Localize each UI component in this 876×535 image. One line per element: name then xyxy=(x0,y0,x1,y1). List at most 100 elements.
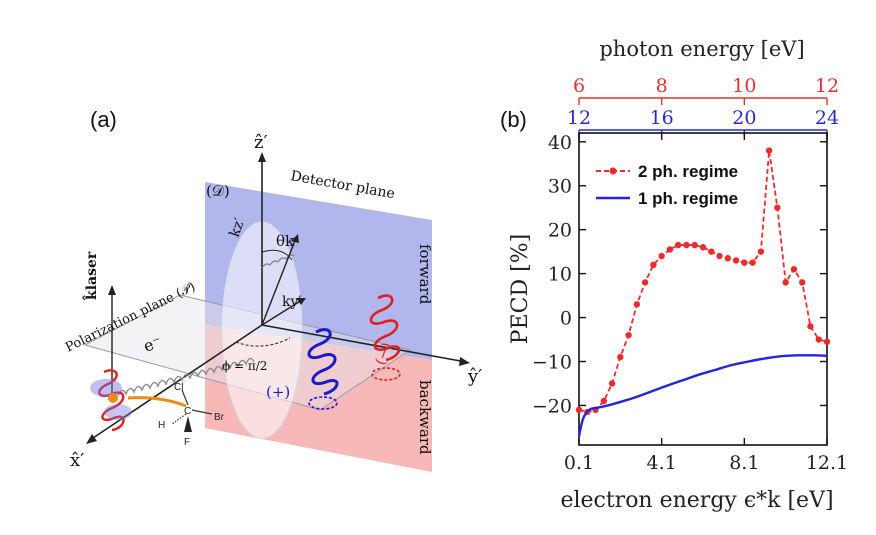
series-2ph-point xyxy=(699,244,707,251)
x-axis-title: electron energy ϵ*k [eV] xyxy=(560,488,833,513)
top-red-tick-label: 10 xyxy=(732,75,756,97)
top-blue-tick-label: 20 xyxy=(732,107,756,129)
x-axis-label: x̂′ xyxy=(70,450,84,471)
atom-f-label: F xyxy=(184,437,190,448)
series-2ph-point xyxy=(765,147,773,154)
series-2ph-point xyxy=(691,241,698,249)
x-tick-label: 12.1 xyxy=(806,452,848,474)
detector-tag: (𝒟) xyxy=(206,182,230,200)
y-axis-title: PECD [%] xyxy=(508,234,533,344)
series-2ph-point xyxy=(732,257,740,264)
series-2ph-point xyxy=(608,380,616,387)
ky-label: ky′ xyxy=(282,294,302,310)
z-axis-arrow xyxy=(258,152,266,162)
y-tick-label: 0 xyxy=(560,308,572,330)
bond-c-br xyxy=(191,409,213,415)
series-2ph-point xyxy=(774,204,781,211)
blue-blob-left xyxy=(90,379,122,397)
series-2ph-point xyxy=(683,241,690,249)
orange-atom xyxy=(108,393,118,403)
series-2ph-point xyxy=(807,323,814,330)
top-red-tick-label: 8 xyxy=(656,75,668,97)
series-2ph-point xyxy=(650,261,657,269)
panel-a-diagram: (a) ẑ′ x̂′ ŷ′ (𝒟) Detector plane forward… xyxy=(63,107,482,472)
y-tick-label: 40 xyxy=(548,132,572,154)
y-tick-label: 20 xyxy=(548,220,572,242)
red-helix-left xyxy=(98,369,125,432)
y-tick-label: −20 xyxy=(532,395,572,417)
series-2ph-point xyxy=(633,301,641,308)
bond-c-f xyxy=(184,416,192,432)
y-axis-line xyxy=(261,324,467,363)
series-2ph-point xyxy=(658,252,665,260)
y-tick-label: 30 xyxy=(548,176,572,198)
plus-label: (+) xyxy=(266,383,290,401)
series-layer xyxy=(575,147,831,437)
top-blue-tick-label: 12 xyxy=(567,107,591,129)
legend-text-2ph: 2 ph. regime xyxy=(638,162,738,181)
theta-label: θk xyxy=(276,232,295,250)
blue-blob-left-2 xyxy=(104,404,132,420)
top-red-tick-label: 6 xyxy=(573,75,585,97)
y-tick-label: −10 xyxy=(532,352,572,374)
series-2ph-point xyxy=(823,338,831,345)
series-2ph-point xyxy=(625,331,632,339)
series-2ph-point xyxy=(716,252,723,260)
bond-c-cl xyxy=(181,389,189,406)
electron-label: e⁻ xyxy=(141,332,164,356)
ky-vector-arrow xyxy=(296,298,306,305)
top-red-tick-label: 12 xyxy=(815,75,839,97)
atom-h-label: H xyxy=(158,420,165,431)
series-2ph-point xyxy=(641,279,649,286)
x-tick-label: 8.1 xyxy=(729,452,759,474)
atom-c-label: C xyxy=(184,406,191,417)
phi-arc xyxy=(235,337,291,347)
laser-axis-arrow xyxy=(108,285,116,295)
legend-marker-2ph xyxy=(609,167,617,175)
z-axis-label: ẑ′ xyxy=(254,132,268,153)
x-ticks: 0.1 4.1 8.1 12.1 xyxy=(564,133,848,474)
panel-b-label: (b) xyxy=(500,107,527,132)
minus-label: (−) xyxy=(373,341,396,368)
series-2ph-point xyxy=(724,255,731,262)
series-2ph-point xyxy=(799,279,806,286)
series-2ph-point xyxy=(815,336,822,343)
top-blue-tick-label: 16 xyxy=(650,107,674,129)
phi-label: ϕ = π/2 xyxy=(222,359,267,373)
series-2ph-point xyxy=(675,241,682,249)
plot-frame xyxy=(578,132,828,446)
series-2ph-point xyxy=(782,279,789,286)
series-2ph-point xyxy=(617,353,624,361)
ky-vector xyxy=(261,299,303,326)
x-tick-label: 0.1 xyxy=(564,452,594,474)
legend-text-1ph: 1 ph. regime xyxy=(638,189,738,208)
blue-dashed-ring xyxy=(308,396,338,410)
legend: 2 ph. regime 1 ph. regime xyxy=(596,162,738,208)
orange-arrow xyxy=(127,396,187,408)
blue-helix xyxy=(307,328,339,396)
kz-label: kz′ xyxy=(227,216,249,239)
series-2ph-point xyxy=(600,397,607,405)
k-vector-arrow xyxy=(291,234,299,243)
series-2ph-point xyxy=(790,266,798,273)
series-2ph-point xyxy=(757,248,765,255)
red-dashed-ring xyxy=(371,367,401,381)
k-vector xyxy=(261,237,297,326)
x-axis-line xyxy=(89,324,263,441)
panel-b-chart: (b) photon energy [eV] 6 8 10 12 12 16 20 24 0… xyxy=(500,37,848,513)
top-blue-tick-label: 24 xyxy=(815,107,839,129)
atom-cl-label: Cl xyxy=(174,382,183,393)
y-tick-label: 10 xyxy=(548,264,572,286)
series-2ph-point xyxy=(708,248,715,255)
x-axis-arrow xyxy=(86,434,97,444)
detector-plane-label: Detector plane xyxy=(289,168,396,202)
series-2ph-point xyxy=(575,406,583,414)
forward-label: forward xyxy=(416,244,434,305)
theta-arc xyxy=(261,249,293,261)
electron-trajectory-spring xyxy=(117,357,255,397)
y-axis-arrow xyxy=(459,357,470,366)
series-2ph-point xyxy=(666,246,674,253)
top-axis-title: photon energy [eV] xyxy=(599,37,804,61)
series-1ph-line xyxy=(577,354,828,437)
